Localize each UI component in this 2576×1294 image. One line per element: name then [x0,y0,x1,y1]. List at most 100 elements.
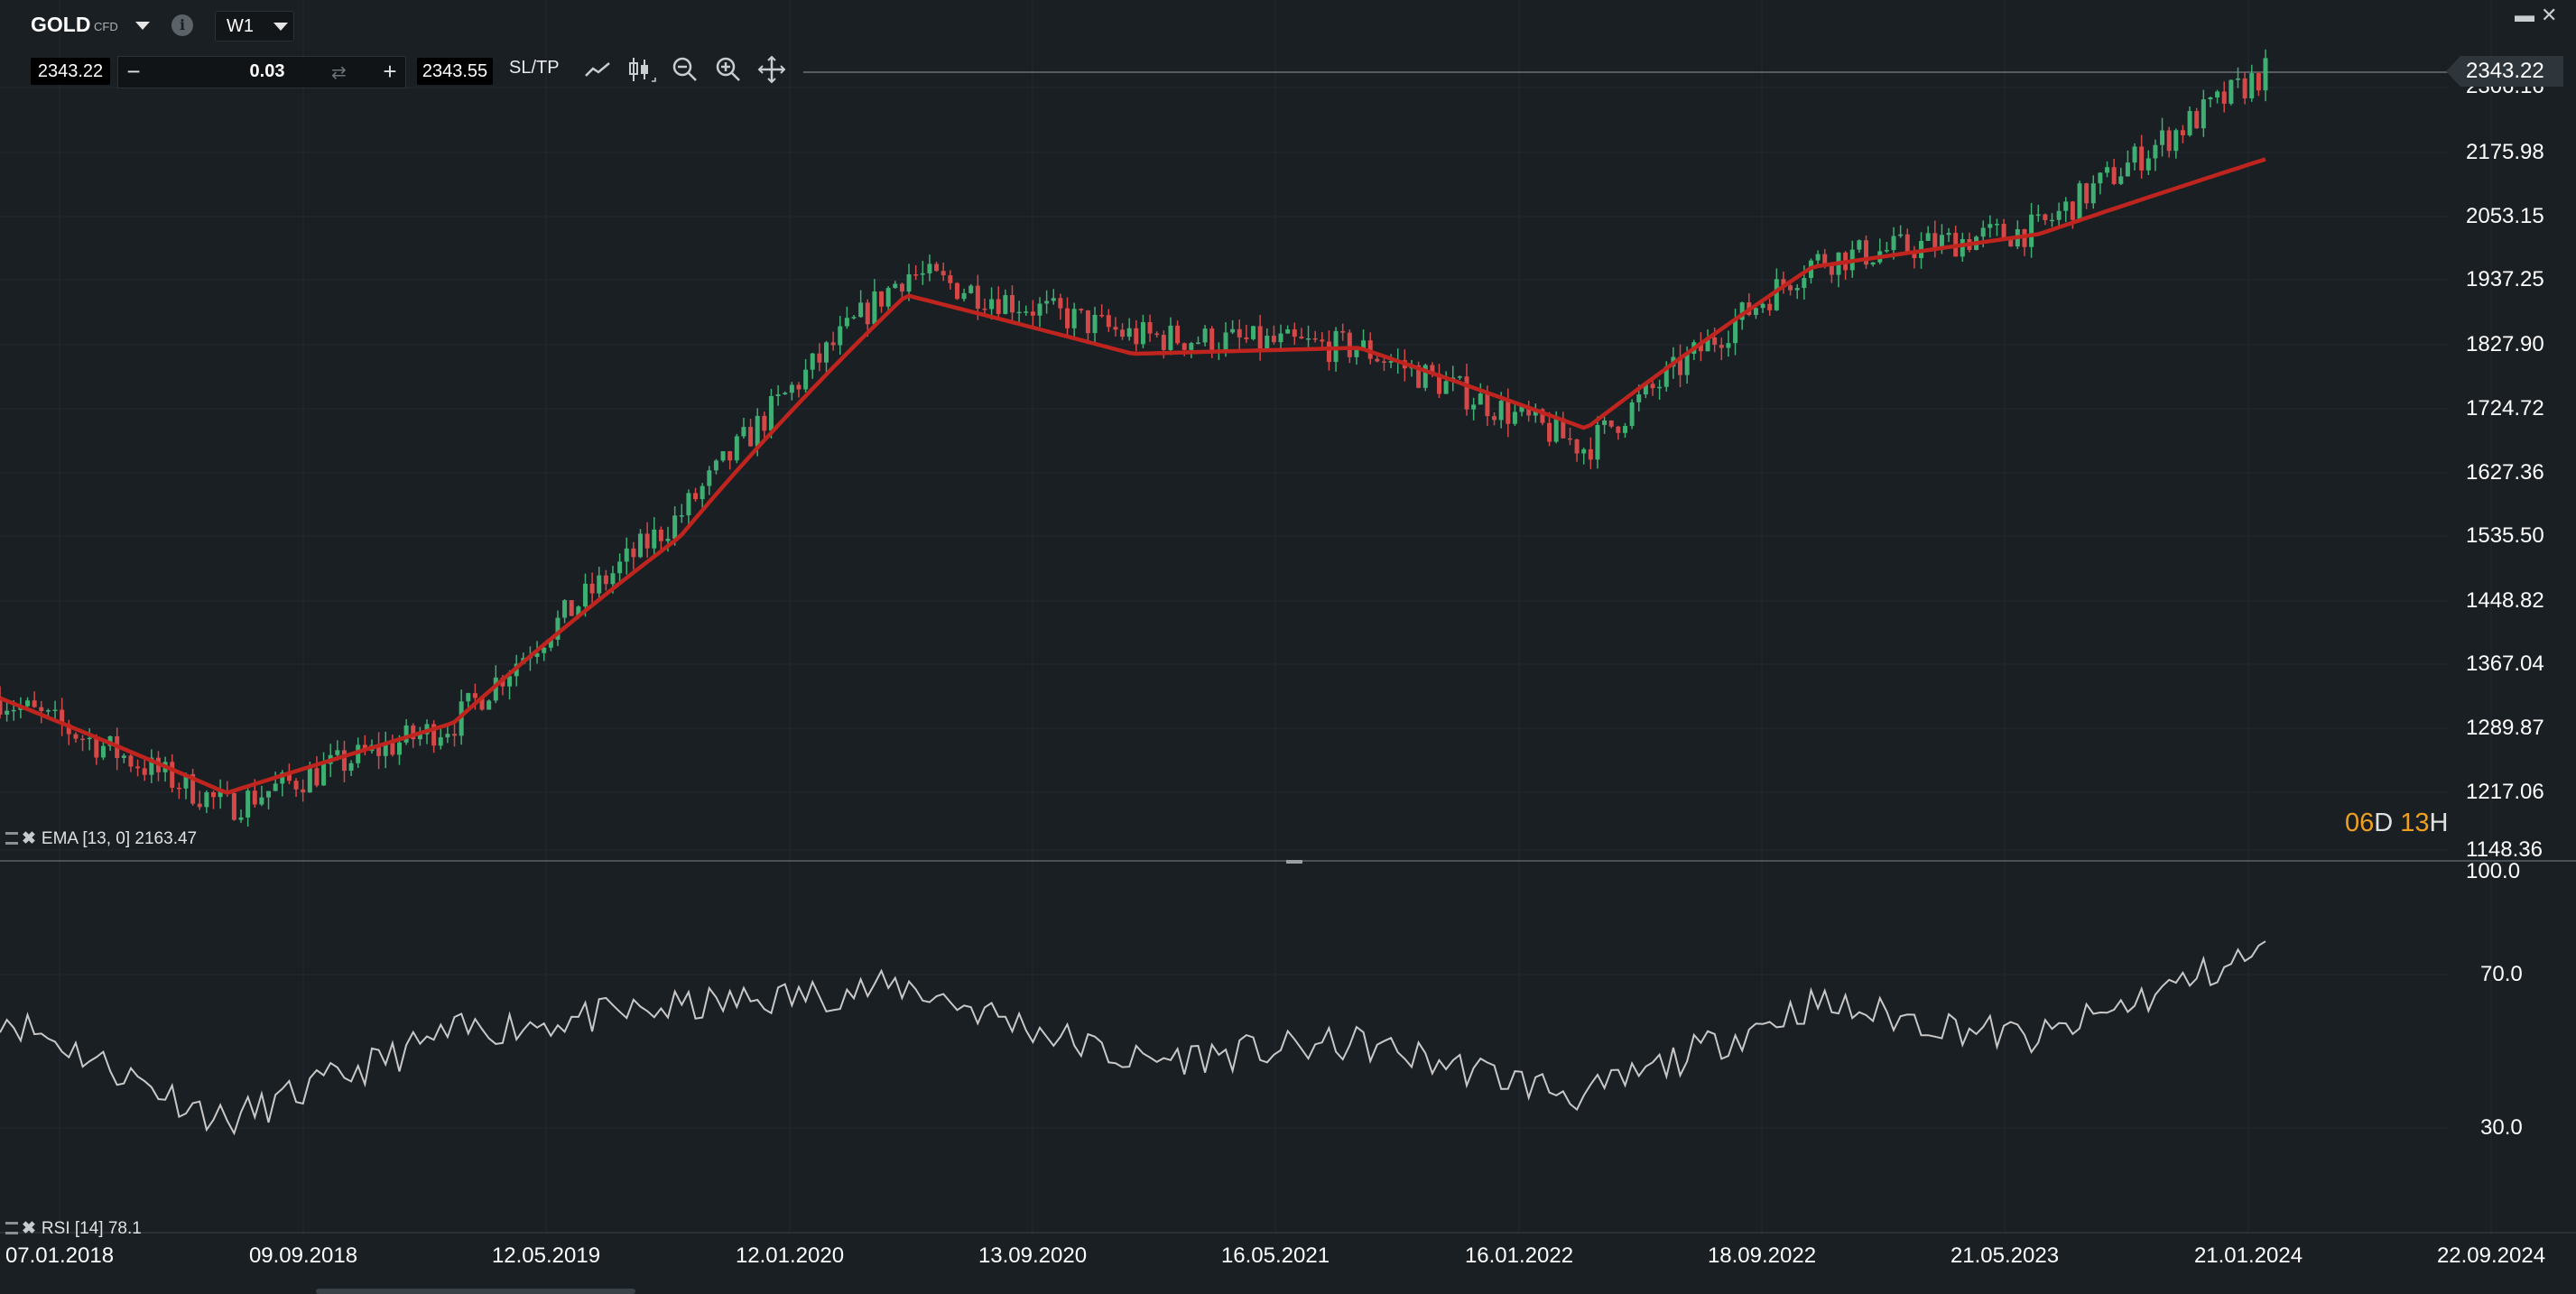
candle-body [2035,214,2041,217]
candle-body [2153,144,2158,159]
candle-body [493,677,498,701]
zoom-out-icon[interactable] [668,52,702,87]
candle-body [135,766,141,769]
candle-body [603,575,608,585]
price-axis-label: 2053.15 [2466,204,2544,228]
candle-body [246,790,251,818]
candle-body [1168,325,1173,350]
candle-body [286,772,292,781]
quantity-input[interactable]: 0.03 [249,61,285,81]
candle-body [1430,365,1435,374]
candle-body [2249,73,2255,99]
candle-body [810,353,815,370]
candle-body [1195,342,1200,345]
candle-body [872,291,877,325]
candle-body [452,734,458,736]
candle-body [1003,295,1008,314]
price-axis-label: 1367.04 [2466,652,2544,676]
zoom-in-icon[interactable] [711,52,746,87]
candle-body [1636,394,1642,402]
increase-button[interactable]: + [383,58,397,85]
candle-body [1202,328,1208,343]
candle-body [1567,438,1572,440]
candle-body [1788,285,1793,291]
candle-body [0,698,3,715]
candle-body [1492,416,1497,421]
candle-body [45,710,51,712]
candle-body [218,790,223,798]
candle-body [1071,309,1077,328]
decrease-button[interactable]: − [126,58,141,85]
candle-body [1485,393,1490,417]
rsi-indicator-label[interactable]: ✖ RSI [14] 78.1 [5,1218,142,1239]
candle-body [1733,319,1738,344]
candle-body [1443,381,1449,394]
candle-body [934,263,940,272]
candle-body [610,573,616,585]
minimize-icon[interactable]: ▬ [2515,4,2534,26]
candle-body [1588,448,1593,460]
info-icon[interactable]: i [171,14,193,36]
candle-body [1698,342,1703,352]
chart-toolbar: GOLD CFD i W1 2343.22 − 0.03 ⇄ + 2343.55… [0,0,812,126]
ema-label-text: EMA [13, 0] 2163.47 [41,829,198,848]
horizontal-scrollbar[interactable] [316,1289,635,1294]
candle-body [2263,58,2268,91]
pane-resize-handle[interactable] [1286,860,1302,864]
candle-body [899,283,904,292]
symbol-dropdown-icon[interactable] [135,22,150,30]
candle-body [1767,303,1773,310]
settings-icon[interactable] [5,1222,18,1234]
timeframe-value: W1 [227,16,254,36]
timeframe-select[interactable]: W1 [215,11,294,42]
candle-body [830,342,836,346]
candle-body [376,744,382,756]
remove-indicator-icon[interactable]: ✖ [22,1219,36,1238]
candle-body [1320,339,1325,342]
ema-line [0,157,2266,795]
candle-body [644,533,650,549]
candle-body [1209,328,1215,353]
candle-body [266,790,272,798]
candle-body [2001,224,2006,238]
candle-body [301,789,306,793]
candle-body [1354,349,1359,357]
candle-body [1181,343,1187,350]
candle-body [2160,130,2165,145]
candle-body [1498,401,1504,421]
candle-body [885,288,891,307]
repeat-icon[interactable]: ⇄ [331,63,347,83]
candle-body [1347,332,1352,357]
settings-icon[interactable] [5,832,18,845]
candle-body [720,451,726,461]
candle-body [335,750,340,755]
candle-body [2166,130,2172,152]
candle-body [1650,384,1655,389]
quantity-stepper[interactable]: − 0.03 ⇄ + [117,56,406,88]
candle-body [762,415,767,431]
candle-body [783,393,788,395]
buy-price-box[interactable]: 2343.55 [417,58,493,85]
candlestick-icon[interactable] [625,52,659,87]
close-icon[interactable]: ✕ [2541,4,2558,26]
candle-body [2139,146,2145,171]
crosshair-icon[interactable] [755,52,789,87]
sltp-button[interactable]: SL/TP [509,58,560,78]
candle-body [466,693,471,702]
ema-indicator-label[interactable]: ✖ EMA [13, 0] 2163.47 [5,828,197,849]
candle-body [1561,418,1566,439]
candle-body [1037,303,1042,316]
line-chart-icon[interactable] [580,52,615,87]
candle-body [445,734,450,738]
remove-indicator-icon[interactable]: ✖ [22,829,36,848]
candle-body [1802,278,1807,289]
candle-body [2132,146,2137,163]
candle-body [1553,418,1559,442]
candle-body [1051,298,1056,301]
sell-price-box[interactable]: 2343.22 [31,58,110,85]
candle-body [66,724,71,735]
candle-body [2215,91,2220,97]
symbol-name[interactable]: GOLD [31,13,91,36]
candle-body [2125,162,2130,177]
